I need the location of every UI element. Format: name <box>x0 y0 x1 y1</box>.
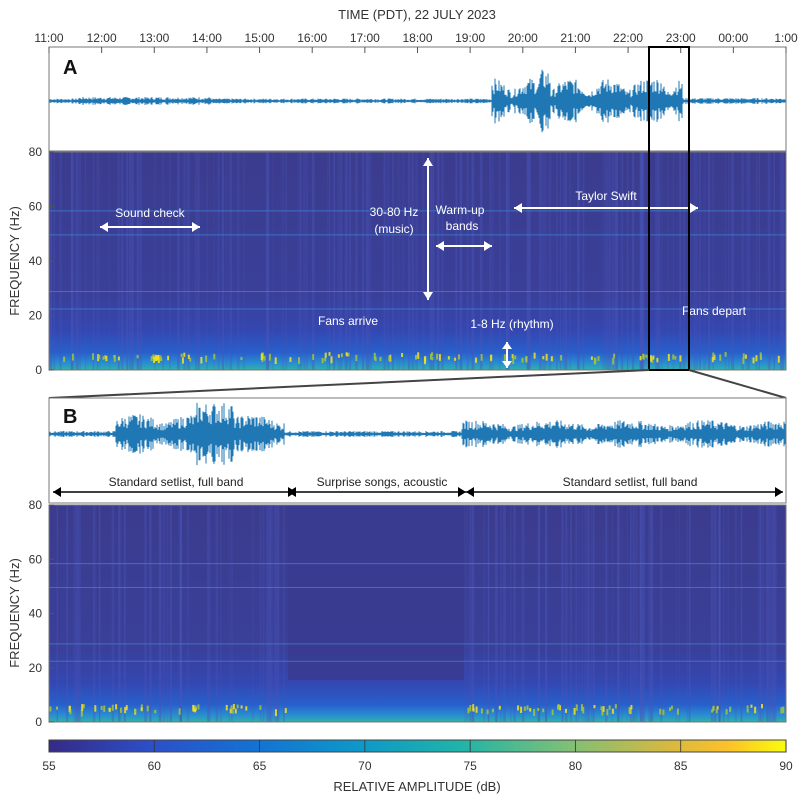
colorbar-tick-label: 70 <box>358 759 372 773</box>
freq-tick-label: 60 <box>29 552 43 566</box>
segment-1-label: Standard setlist, full band <box>109 475 244 489</box>
colorbar-tick-label: 75 <box>463 759 477 773</box>
panel-b-spectrogram <box>49 505 786 722</box>
segments-b: Standard setlist, full band Surprise son… <box>53 475 783 497</box>
colorbar-tick-label: 85 <box>674 759 688 773</box>
time-tick-label: 21:00 <box>560 31 590 45</box>
freq-tick-label: 60 <box>29 200 43 214</box>
time-tick-label: 11:00 <box>34 31 63 45</box>
time-tick-label: 13:00 <box>139 31 169 45</box>
panel-b-freq-ticks: 0 20 40 60 80 <box>29 498 54 729</box>
segment-3-label: Standard setlist, full band <box>563 475 698 489</box>
time-tick-label: 22:00 <box>613 31 643 45</box>
panel-b-waveform <box>49 402 786 466</box>
colorbar-tick-label: 55 <box>42 759 56 773</box>
time-tick-label: 00:00 <box>718 31 748 45</box>
annotation-music-2: (music) <box>374 222 413 236</box>
time-tick-label: 14:00 <box>192 31 222 45</box>
annotation-taylor-swift: Taylor Swift <box>575 189 637 203</box>
freq-tick-label: 80 <box>29 145 43 159</box>
colorbar <box>48 739 787 753</box>
panel-a-spectrogram <box>49 152 786 370</box>
zoom-window <box>648 46 690 371</box>
freq-tick-label: 0 <box>35 363 42 377</box>
panel-a-ylabel: FREQUENCY (Hz) <box>7 206 22 316</box>
colorbar-tick-label: 80 <box>569 759 583 773</box>
annotation-rhythm: 1-8 Hz (rhythm) <box>470 317 553 331</box>
freq-tick-label: 0 <box>35 715 42 729</box>
freq-tick-label: 80 <box>29 498 43 512</box>
time-tick-label: 17:00 <box>350 31 380 45</box>
freq-tick-label: 40 <box>29 607 43 621</box>
panel-a-label: A <box>63 57 77 79</box>
top-axis-title: TIME (PDT), 22 JULY 2023 <box>338 7 496 22</box>
time-tick-label: 18:00 <box>402 31 432 45</box>
annotation-fans-depart: Fans depart <box>682 304 747 318</box>
time-tick-label: 19:00 <box>455 31 485 45</box>
colorbar-tick-label: 90 <box>779 759 793 773</box>
annotation-fans-arrive: Fans arrive <box>318 314 378 328</box>
annotation-sound-check: Sound check <box>115 206 185 220</box>
freq-tick-label: 40 <box>29 254 43 268</box>
annotation-music: 30-80 Hz <box>370 205 419 219</box>
segment-2-label: Surprise songs, acoustic <box>317 475 448 489</box>
colorbar-tick-label: 60 <box>148 759 162 773</box>
colorbar-ticks: 55 60 65 70 75 80 85 90 <box>42 740 793 773</box>
freq-tick-label: 20 <box>29 661 43 675</box>
freq-tick-label: 20 <box>29 309 43 323</box>
annotation-warmup-2: bands <box>446 219 479 233</box>
colorbar-label: RELATIVE AMPLITUDE (dB) <box>333 779 500 794</box>
time-tick-label: 12:00 <box>87 31 117 45</box>
time-tick-label: 16:00 <box>297 31 327 45</box>
panel-a-time-ticks: 11:00 12:00 13:00 14:00 15:00 16:00 17:00 18:00… <box>34 31 798 53</box>
annotation-warmup: Warm-up <box>436 203 485 217</box>
annotations-a: Sound check 30-80 Hz (music) Warm-up ban… <box>100 158 747 368</box>
panel-b-waveform-frame <box>48 397 787 504</box>
panel-b-label: B <box>63 406 77 428</box>
time-tick-label: 15:00 <box>245 31 275 45</box>
colorbar-tick-label: 65 <box>253 759 267 773</box>
time-tick-label: 1:00 <box>774 31 798 45</box>
time-tick-label: 20:00 <box>508 31 538 45</box>
time-tick-label: 23:00 <box>666 31 696 45</box>
panel-a-freq-ticks: 0 20 40 60 80 <box>29 145 54 377</box>
panel-a-waveform <box>49 69 786 133</box>
panel-b-ylabel: FREQUENCY (Hz) <box>7 558 22 668</box>
